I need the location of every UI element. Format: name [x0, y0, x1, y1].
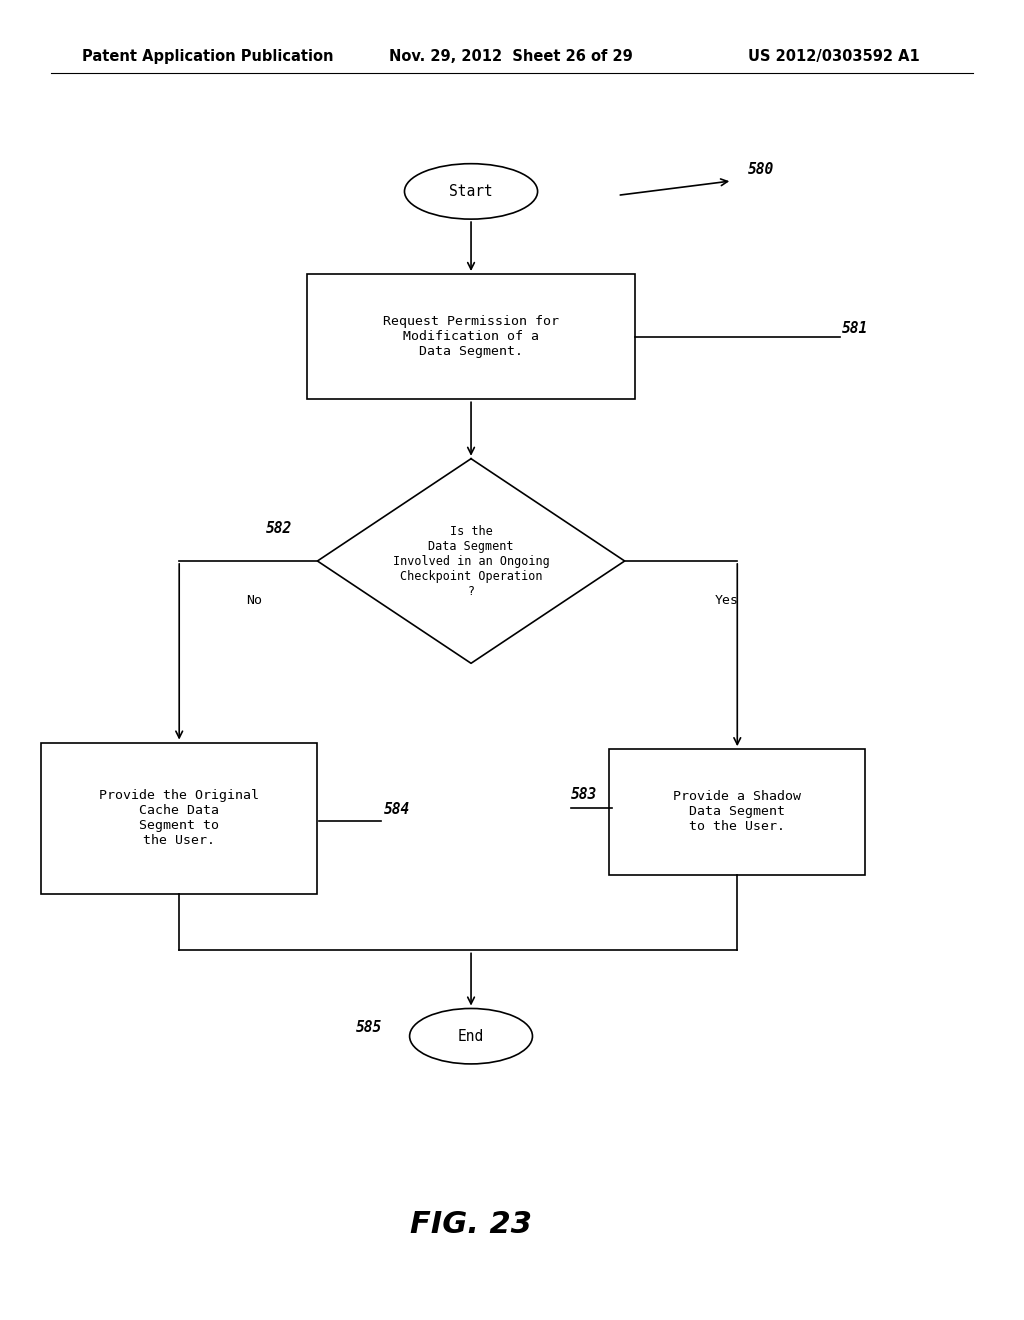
Text: 583: 583 [571, 787, 598, 801]
Bar [41, 742, 317, 895]
Text: Start: Start [450, 183, 493, 199]
Text: 585: 585 [356, 1020, 383, 1035]
Text: 581: 581 [842, 321, 868, 335]
Text: Request Permission for
Modification of a
Data Segment.: Request Permission for Modification of a… [383, 315, 559, 358]
Text: Patent Application Publication: Patent Application Publication [82, 49, 334, 65]
Text: US 2012/0303592 A1: US 2012/0303592 A1 [748, 49, 920, 65]
Text: No: No [246, 594, 262, 607]
Text: 584: 584 [384, 803, 411, 817]
Bar [307, 275, 635, 399]
Text: Yes: Yes [715, 594, 739, 607]
Bar [609, 750, 865, 874]
Text: End: End [458, 1028, 484, 1044]
Text: 582: 582 [266, 521, 293, 536]
Text: Nov. 29, 2012  Sheet 26 of 29: Nov. 29, 2012 Sheet 26 of 29 [389, 49, 633, 65]
Text: Provide a Shadow
Data Segment
to the User.: Provide a Shadow Data Segment to the Use… [674, 791, 801, 833]
Text: FIG. 23: FIG. 23 [410, 1210, 532, 1239]
Text: Provide the Original
Cache Data
Segment to
the User.: Provide the Original Cache Data Segment … [99, 789, 259, 847]
Text: 580: 580 [748, 162, 774, 177]
Text: Is the
Data Segment
Involved in an Ongoing
Checkpoint Operation
?: Is the Data Segment Involved in an Ongoi… [392, 524, 550, 598]
